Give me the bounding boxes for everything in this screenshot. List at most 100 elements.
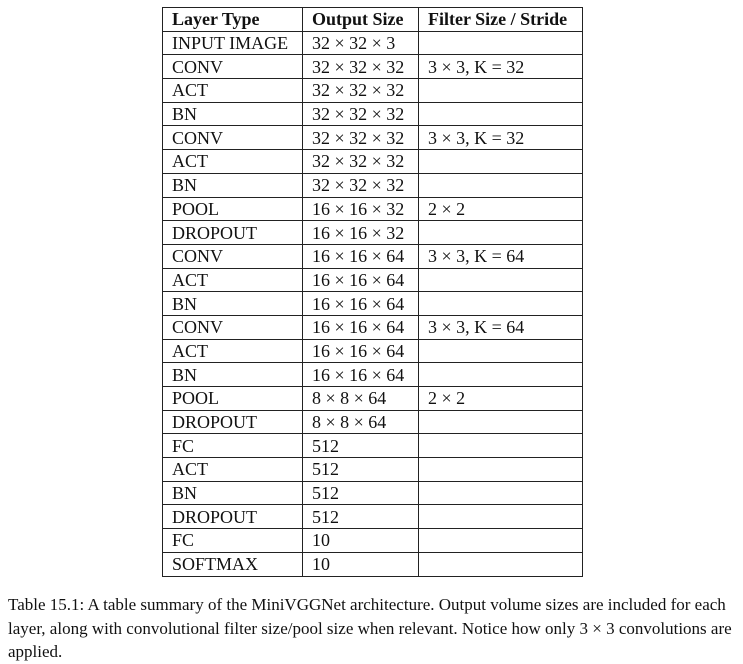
output-size-cell: 10 (302, 528, 419, 553)
filter-size-cell: 3 × 3, K = 64 (418, 243, 583, 269)
header-filter-size-stride: Filter Size / Stride (418, 7, 583, 32)
table-row: INPUT IMAGE 32 × 32 × 3 (162, 30, 583, 56)
filter-size-cell (418, 338, 583, 364)
table-row: POOL 8 × 8 × 64 2 × 2 (162, 386, 583, 411)
table-row: ACT 16 × 16 × 64 (162, 338, 583, 364)
table-row: CONV 32 × 32 × 32 3 × 3, K = 32 (162, 54, 583, 80)
table-row: FC 10 (162, 528, 583, 553)
table-row: ACT 32 × 32 × 32 (162, 78, 583, 103)
table-row: CONV 32 × 32 × 32 3 × 3, K = 32 (162, 125, 583, 151)
layer-type-cell: BN (162, 480, 303, 506)
output-size-cell: 16 × 16 × 64 (302, 267, 419, 293)
filter-size-cell (418, 528, 583, 553)
architecture-table: Layer Type Output Size Filter Size / Str… (162, 7, 583, 577)
layer-type-cell: POOL (162, 196, 303, 222)
output-size-cell: 8 × 8 × 64 (302, 409, 419, 435)
filter-size-cell (418, 480, 583, 506)
output-size-cell: 16 × 16 × 64 (302, 243, 419, 269)
output-size-cell: 512 (302, 457, 419, 482)
layer-type-cell: DROPOUT (162, 409, 303, 435)
filter-size-cell: 3 × 3, K = 32 (418, 54, 583, 80)
layer-type-cell: CONV (162, 125, 303, 151)
layer-type-cell: CONV (162, 54, 303, 80)
table-row: ACT 32 × 32 × 32 (162, 149, 583, 174)
table-row: BN 16 × 16 × 64 (162, 291, 583, 316)
filter-size-cell (418, 291, 583, 316)
layer-type-cell: BN (162, 362, 303, 387)
table-row: CONV 16 × 16 × 64 3 × 3, K = 64 (162, 243, 583, 269)
layer-type-cell: ACT (162, 267, 303, 293)
filter-size-cell (418, 101, 583, 127)
filter-size-cell (418, 267, 583, 293)
table-row: DROPOUT 16 × 16 × 32 (162, 220, 583, 245)
table-row: DROPOUT 512 (162, 504, 583, 530)
table-row: BN 32 × 32 × 32 (162, 172, 583, 198)
output-size-cell: 16 × 16 × 64 (302, 291, 419, 316)
table-row: BN 512 (162, 480, 583, 506)
filter-size-cell: 2 × 2 (418, 196, 583, 222)
filter-size-cell (418, 172, 583, 198)
table-row: FC 512 (162, 433, 583, 459)
layer-type-cell: ACT (162, 457, 303, 482)
output-size-cell: 512 (302, 433, 419, 459)
output-size-cell: 32 × 32 × 32 (302, 149, 419, 174)
filter-size-cell (418, 149, 583, 174)
table-row: DROPOUT 8 × 8 × 64 (162, 409, 583, 435)
filter-size-cell (418, 30, 583, 56)
table-caption: Table 15.1: A table summary of the MiniV… (8, 595, 732, 661)
table-row: CONV 16 × 16 × 64 3 × 3, K = 64 (162, 314, 583, 340)
header-output-size: Output Size (302, 7, 419, 32)
filter-size-cell (418, 220, 583, 245)
layer-type-cell: CONV (162, 243, 303, 269)
filter-size-cell (418, 433, 583, 459)
layer-type-cell: FC (162, 433, 303, 459)
architecture-table-container: Layer Type Output Size Filter Size / Str… (162, 7, 583, 577)
table-header-row: Layer Type Output Size Filter Size / Str… (162, 7, 583, 32)
table-body: INPUT IMAGE 32 × 32 × 3 CONV 32 × 32 × 32 3 … (162, 30, 583, 577)
output-size-cell: 32 × 32 × 32 (302, 125, 419, 151)
table-row: ACT 16 × 16 × 64 (162, 267, 583, 293)
output-size-cell: 10 (302, 551, 419, 577)
layer-type-cell: BN (162, 172, 303, 198)
filter-size-cell (418, 78, 583, 103)
layer-type-cell: BN (162, 101, 303, 127)
output-size-cell: 32 × 32 × 32 (302, 172, 419, 198)
header-layer-type: Layer Type (162, 7, 303, 32)
layer-type-cell: BN (162, 291, 303, 316)
filter-size-cell (418, 362, 583, 387)
table-row: POOL 16 × 16 × 32 2 × 2 (162, 196, 583, 222)
table-row: BN 32 × 32 × 32 (162, 101, 583, 127)
output-size-cell: 8 × 8 × 64 (302, 386, 419, 411)
filter-size-cell (418, 409, 583, 435)
output-size-cell: 16 × 16 × 64 (302, 362, 419, 387)
layer-type-cell: INPUT IMAGE (162, 30, 303, 56)
filter-size-cell (418, 457, 583, 482)
output-size-cell: 32 × 32 × 32 (302, 78, 419, 103)
output-size-cell: 16 × 16 × 32 (302, 196, 419, 222)
layer-type-cell: CONV (162, 314, 303, 340)
output-size-cell: 32 × 32 × 3 (302, 30, 419, 56)
output-size-cell: 512 (302, 504, 419, 530)
filter-size-cell (418, 551, 583, 577)
output-size-cell: 16 × 16 × 64 (302, 314, 419, 340)
output-size-cell: 16 × 16 × 64 (302, 338, 419, 364)
layer-type-cell: POOL (162, 386, 303, 411)
layer-type-cell: ACT (162, 78, 303, 103)
output-size-cell: 32 × 32 × 32 (302, 101, 419, 127)
layer-type-cell: DROPOUT (162, 220, 303, 245)
layer-type-cell: ACT (162, 149, 303, 174)
output-size-cell: 32 × 32 × 32 (302, 54, 419, 80)
table-row: BN 16 × 16 × 64 (162, 362, 583, 387)
layer-type-cell: DROPOUT (162, 504, 303, 530)
filter-size-cell: 3 × 3, K = 64 (418, 314, 583, 340)
layer-type-cell: ACT (162, 338, 303, 364)
filter-size-cell: 3 × 3, K = 32 (418, 125, 583, 151)
table-row: ACT 512 (162, 457, 583, 482)
filter-size-cell (418, 504, 583, 530)
output-size-cell: 16 × 16 × 32 (302, 220, 419, 245)
layer-type-cell: SOFTMAX (162, 551, 303, 577)
table-row: SOFTMAX 10 (162, 551, 583, 577)
filter-size-cell: 2 × 2 (418, 386, 583, 411)
output-size-cell: 512 (302, 480, 419, 506)
layer-type-cell: FC (162, 528, 303, 553)
